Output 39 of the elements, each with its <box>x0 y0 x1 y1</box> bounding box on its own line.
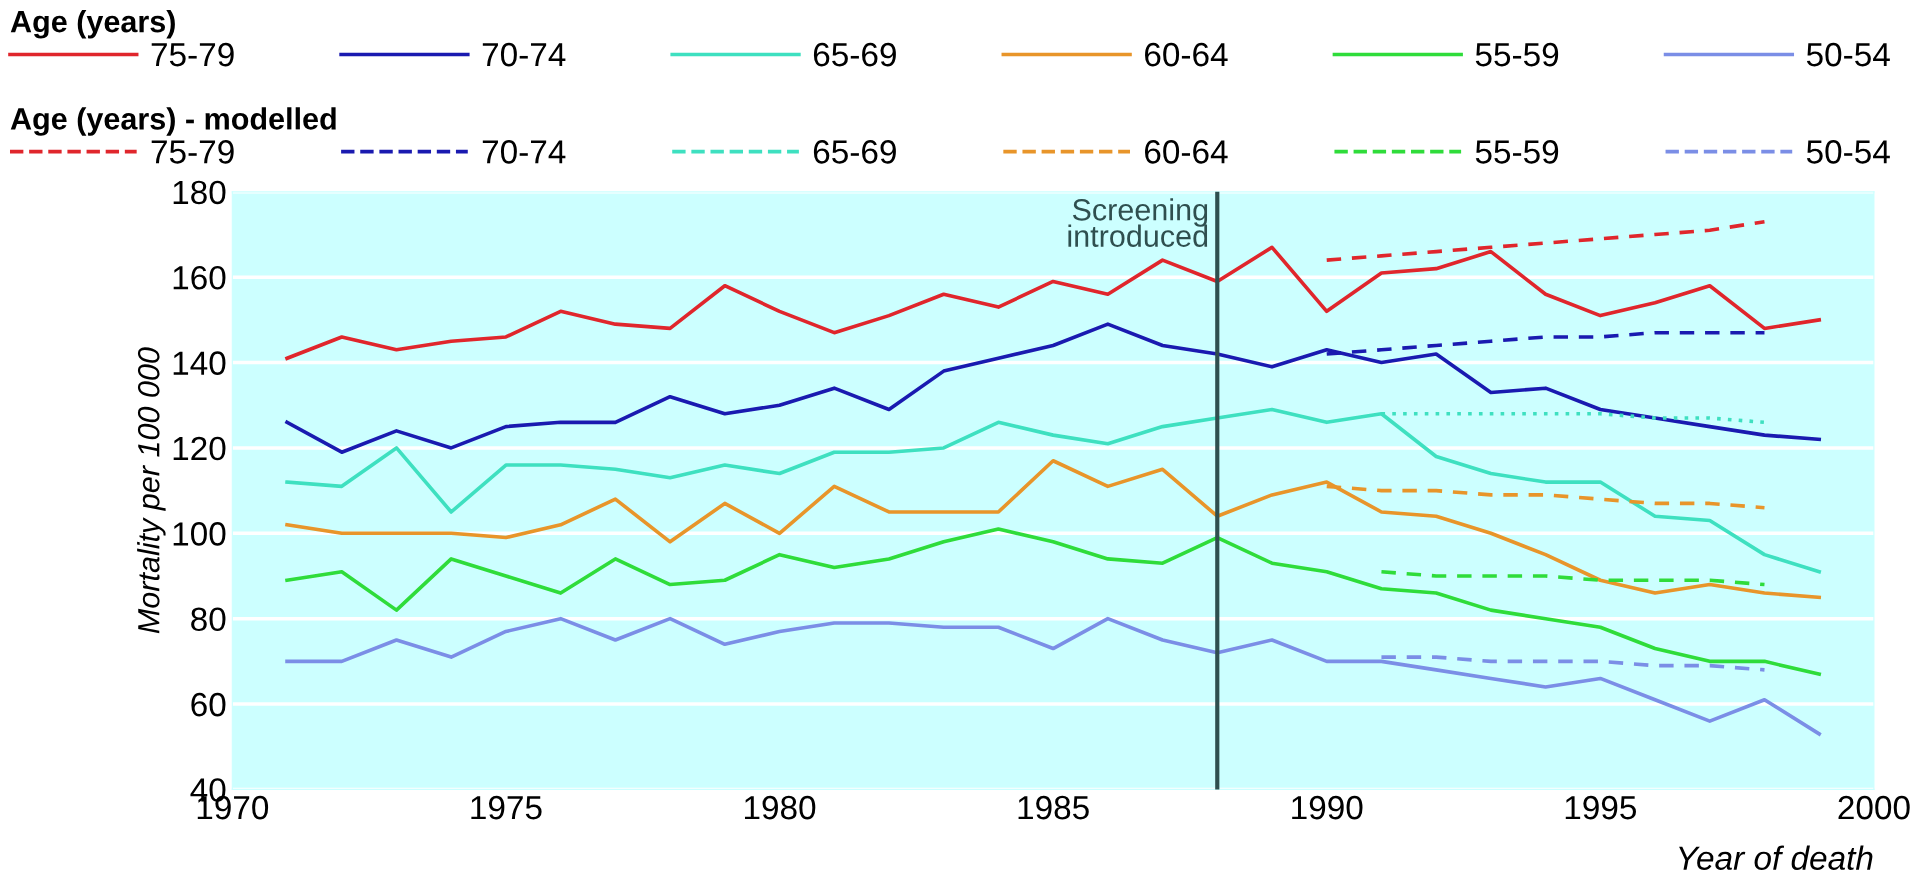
line-series <box>1324 484 1767 510</box>
text: Age (years) - modelled <box>10 107 336 136</box>
legend-label: 50-54 <box>1806 42 1890 67</box>
legend-label: 65-69 <box>813 42 896 67</box>
x-tick-label: 1990 <box>1292 795 1363 820</box>
x-tick-label: 2000 <box>1838 795 1910 820</box>
x-tick-label: 1975 <box>471 795 542 820</box>
legend-label: 65-69 <box>813 140 896 164</box>
legend-label: 75-79 <box>151 140 234 164</box>
legend-label: 70-74 <box>482 140 566 164</box>
line-series <box>285 407 1822 574</box>
legend-label: 55-59 <box>1475 42 1559 67</box>
y-tick-label: 120 <box>173 436 226 461</box>
ref-line-label: Screening introduced <box>1068 198 1208 247</box>
legend-label: 60-64 <box>1145 140 1228 164</box>
line-series <box>285 322 1822 455</box>
legend-label: 70-74 <box>482 42 566 67</box>
legend-label: 60-64 <box>1145 42 1228 67</box>
legend-label: 55-59 <box>1475 140 1559 164</box>
line-series <box>285 527 1822 676</box>
line-series <box>1324 330 1767 356</box>
y-tick-label: 140 <box>173 351 226 375</box>
y-tick-label: 160 <box>173 266 226 290</box>
y-tick-label: 100 <box>173 522 226 546</box>
legend-label: 50-54 <box>1806 140 1890 164</box>
x-tick-label: 1995 <box>1565 795 1636 820</box>
legend-title: Age (years) <box>10 10 175 39</box>
x-axis-title: Year of death <box>1679 845 1873 870</box>
y-tick-label: 180 <box>173 180 226 205</box>
line-series <box>285 616 1822 736</box>
legend-label: 75-79 <box>151 42 234 67</box>
y-tick-label: 80 <box>191 607 226 632</box>
x-tick-label: 1985 <box>1018 795 1089 820</box>
line-series <box>285 458 1822 600</box>
line-series <box>1379 655 1767 672</box>
y-axis-title: Mortality per 100 000 <box>137 347 166 634</box>
y-tick-label: 60 <box>191 692 226 717</box>
x-tick-label: 1980 <box>744 795 816 820</box>
line-series <box>1379 569 1767 587</box>
